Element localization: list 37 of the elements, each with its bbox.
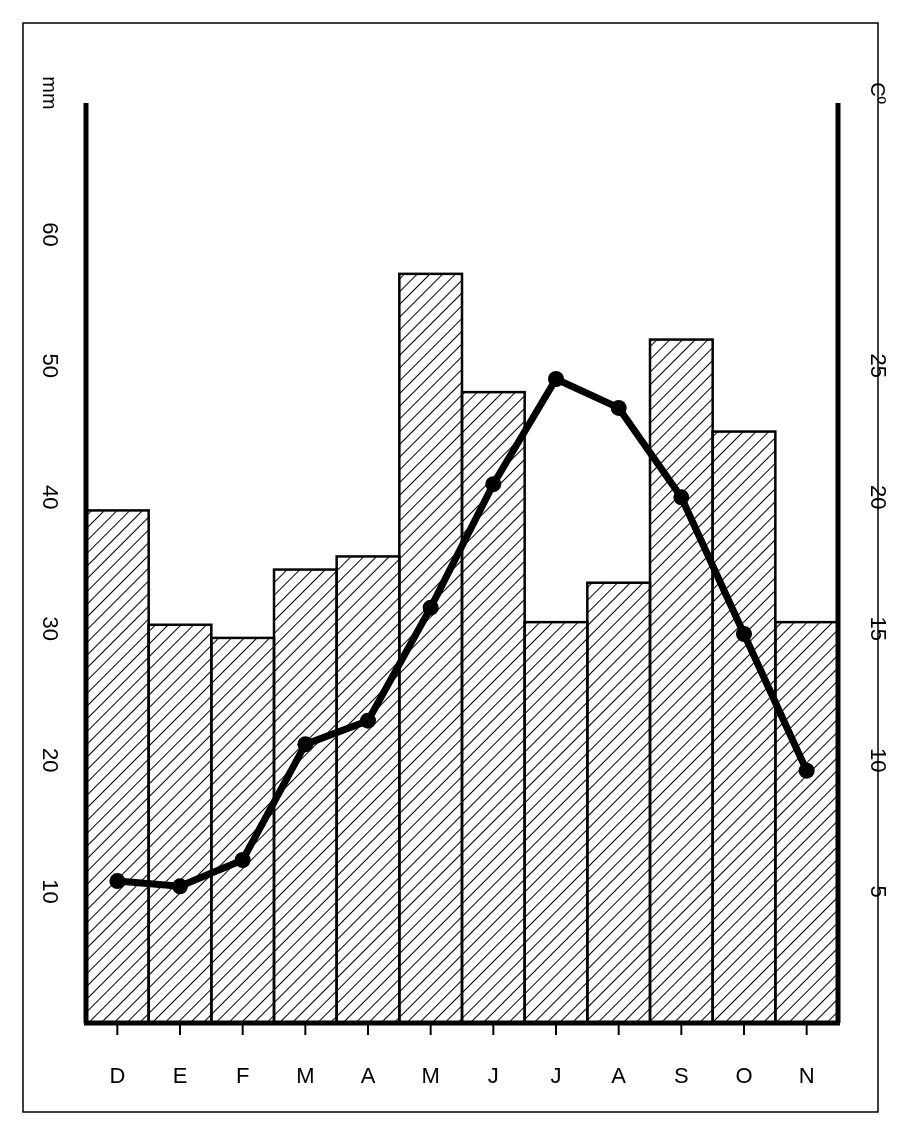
point: [610, 399, 627, 416]
point: [297, 736, 314, 753]
point: [172, 878, 188, 895]
y-tick-label: 30: [37, 616, 63, 641]
point: [360, 712, 376, 729]
y-tick-label: 60: [37, 222, 63, 247]
point: [736, 625, 752, 642]
y2-tick-label: 25: [865, 353, 891, 379]
x-tick-label: M: [296, 1063, 315, 1088]
x-tick-label: A: [611, 1063, 627, 1088]
point: [548, 371, 564, 387]
point: [422, 599, 439, 616]
x-tick-label: J: [550, 1063, 562, 1088]
y2-tick-label: 15: [865, 616, 891, 641]
x-tick-label: A: [360, 1063, 376, 1088]
point: [798, 762, 815, 779]
y2-tick-label: 5: [865, 885, 891, 898]
point: [485, 476, 502, 493]
point: [234, 852, 251, 869]
x-tick-label: E: [172, 1063, 188, 1088]
y-tick-label: 50: [37, 353, 63, 379]
x-tick-label: F: [235, 1063, 250, 1088]
x-tick-label: N: [798, 1063, 815, 1088]
y2-tick-label: 20: [865, 485, 891, 510]
x-tick-label: S: [673, 1063, 689, 1088]
point: [673, 489, 690, 506]
y-tick-label: 20: [37, 747, 63, 773]
point: [109, 873, 126, 890]
x-tick-label: J: [487, 1063, 499, 1088]
x-tick-label: D: [109, 1063, 126, 1088]
y2-axis-title: Cº: [867, 82, 889, 105]
y-tick-label: 40: [37, 485, 63, 510]
x-tick-label: M: [421, 1063, 440, 1088]
y-axis-title: mm: [39, 76, 61, 110]
y-tick-label: 10: [37, 879, 63, 904]
x-tick-label: O: [735, 1063, 753, 1088]
y2-tick-label: 10: [865, 747, 891, 773]
